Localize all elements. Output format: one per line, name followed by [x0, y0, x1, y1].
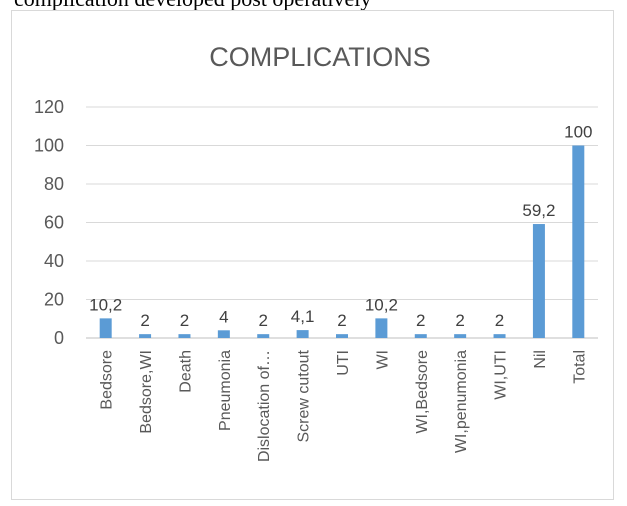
y-tick-label: 20	[44, 290, 64, 310]
data-label: 100	[564, 123, 592, 142]
data-label: 59,2	[522, 201, 555, 220]
data-label: 2	[337, 311, 346, 330]
bar	[257, 334, 270, 338]
y-tick-label: 120	[34, 97, 64, 117]
x-category-label: Death	[177, 350, 194, 393]
x-category-label: Nil	[532, 350, 549, 369]
x-category-label: Total	[571, 350, 588, 384]
bar	[336, 334, 348, 338]
y-tick-label: 0	[54, 328, 64, 348]
x-category-label: Screw cutout	[296, 349, 313, 442]
bar	[532, 224, 545, 338]
y-axis-ticks: 0 20 40 60 80 100 120	[34, 97, 64, 348]
x-category-label: WI,UTI	[493, 350, 510, 400]
y-tick-label: 60	[44, 213, 64, 233]
x-category-label: WI,Bedsore	[414, 350, 431, 434]
data-label: 2	[140, 311, 149, 330]
bar	[454, 334, 467, 338]
x-category-label: WI	[374, 350, 391, 370]
data-label: 10,2	[365, 295, 398, 314]
bar	[572, 145, 585, 338]
x-category-label: WI,penumonia	[453, 350, 470, 453]
bar	[99, 318, 112, 338]
data-label: 4	[219, 307, 228, 326]
y-tick-label: 80	[44, 174, 64, 194]
x-category-label: Pneumonia	[217, 350, 234, 431]
data-label: 2	[416, 311, 425, 330]
bar	[178, 334, 191, 338]
x-category-label: UTI	[335, 350, 352, 376]
data-label: 10,2	[89, 295, 122, 314]
bars	[99, 145, 585, 338]
data-label: 4,1	[291, 307, 315, 326]
data-label: 2	[258, 311, 267, 330]
y-tick-label: 100	[34, 136, 64, 156]
chart-title: COMPLICATIONS	[209, 42, 431, 72]
chart-frame	[11, 10, 614, 500]
bar	[296, 330, 309, 338]
x-category-label: Bedsore	[99, 350, 116, 410]
bar	[139, 334, 152, 338]
data-label: 2	[495, 311, 504, 330]
x-axis-categories: Bedsore Bedsore,WI Death Pneumonia Dislocati…	[99, 349, 589, 462]
bar	[217, 330, 230, 338]
x-category-label: Dislocation of…	[256, 350, 273, 462]
gridlines	[86, 106, 598, 339]
bar	[493, 334, 506, 338]
bar	[414, 334, 427, 338]
x-category-label: Bedsore,WI	[138, 350, 155, 434]
data-label: 2	[180, 311, 189, 330]
data-labels: 10,2 2 2 4 2 4,1 2 10,2 2 2 2 59,2 100	[89, 123, 592, 331]
page-top-text: complication developed post operatively	[14, 0, 371, 12]
bar	[375, 318, 388, 338]
data-label: 2	[455, 311, 464, 330]
y-tick-label: 40	[44, 251, 64, 271]
